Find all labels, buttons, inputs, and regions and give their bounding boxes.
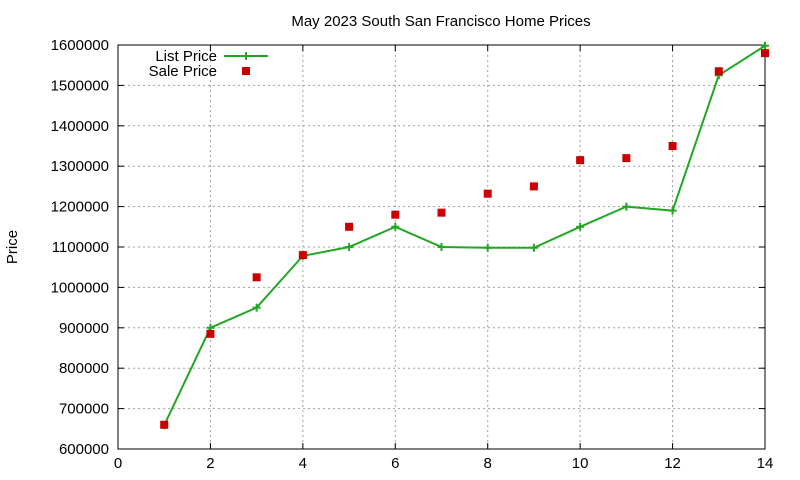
y-axis-tick-labels: 600000 700000 800000 900000 1000000 1100000 12… xyxy=(51,37,109,458)
x-tick-label: 0 xyxy=(114,455,122,472)
sale-price-point xyxy=(714,67,723,76)
list-price-point xyxy=(483,243,492,252)
plot-frame xyxy=(117,44,766,450)
legend-marker-list-price xyxy=(242,52,250,60)
sale-price-point xyxy=(160,420,169,429)
y-tick-label: 600000 xyxy=(59,441,109,458)
sale-price-point xyxy=(206,329,215,338)
x-tick-label: 6 xyxy=(391,455,399,472)
series-layer xyxy=(160,41,769,430)
y-tick-label: 900000 xyxy=(59,320,109,337)
sale-price-point xyxy=(529,182,538,191)
list-price-point xyxy=(345,243,354,251)
list-price-point xyxy=(437,243,446,251)
x-tick-label: 4 xyxy=(299,455,307,472)
list-price-point xyxy=(252,303,261,312)
x-axis-tick-labels: 0 2 4 6 8 10 12 14 xyxy=(114,455,774,472)
sale-price-point xyxy=(483,189,492,198)
sale-price-point xyxy=(391,210,400,219)
y-axis-label: Price xyxy=(4,230,21,264)
sale-price-point xyxy=(576,156,585,165)
y-tick-label: 1300000 xyxy=(51,158,109,175)
x-tick-label: 14 xyxy=(757,455,774,472)
sale-price-point xyxy=(345,222,354,231)
list-price-point xyxy=(761,41,769,50)
sale-price-point xyxy=(252,273,261,282)
y-tick-label: 1000000 xyxy=(51,279,109,296)
y-tick-label: 800000 xyxy=(59,360,109,377)
list-price-point xyxy=(622,202,631,211)
y-tick-label: 1400000 xyxy=(51,118,109,135)
x-tick-label: 12 xyxy=(664,455,681,472)
y-tick-label: 1600000 xyxy=(51,37,109,54)
sale-price-point xyxy=(437,208,446,217)
y-tick-label: 1200000 xyxy=(51,199,109,216)
sale-price-point xyxy=(668,142,677,150)
list-price-point xyxy=(668,206,677,215)
legend-label-list-price: List Price xyxy=(155,48,217,65)
list-price-point xyxy=(391,222,400,231)
legend: List Price Sale Price xyxy=(149,48,268,80)
x-tick-label: 10 xyxy=(572,455,589,472)
sale-price-point xyxy=(622,154,631,163)
sale-price-point xyxy=(761,49,769,58)
y-tick-label: 700000 xyxy=(59,401,109,418)
list-price-point xyxy=(576,222,585,231)
x-tick-label: 2 xyxy=(206,455,214,472)
chart-title: May 2023 South San Francisco Home Prices xyxy=(291,13,590,30)
y-tick-label: 1100000 xyxy=(52,239,109,256)
y-tick-label: 1500000 xyxy=(51,77,109,94)
sale-price-point xyxy=(298,251,307,260)
legend-label-sale-price: Sale Price xyxy=(149,63,217,80)
x-tick-label: 8 xyxy=(484,455,492,472)
list-price-line xyxy=(163,44,766,426)
legend-marker-sale-price xyxy=(242,67,250,75)
list-price-point xyxy=(529,243,538,252)
